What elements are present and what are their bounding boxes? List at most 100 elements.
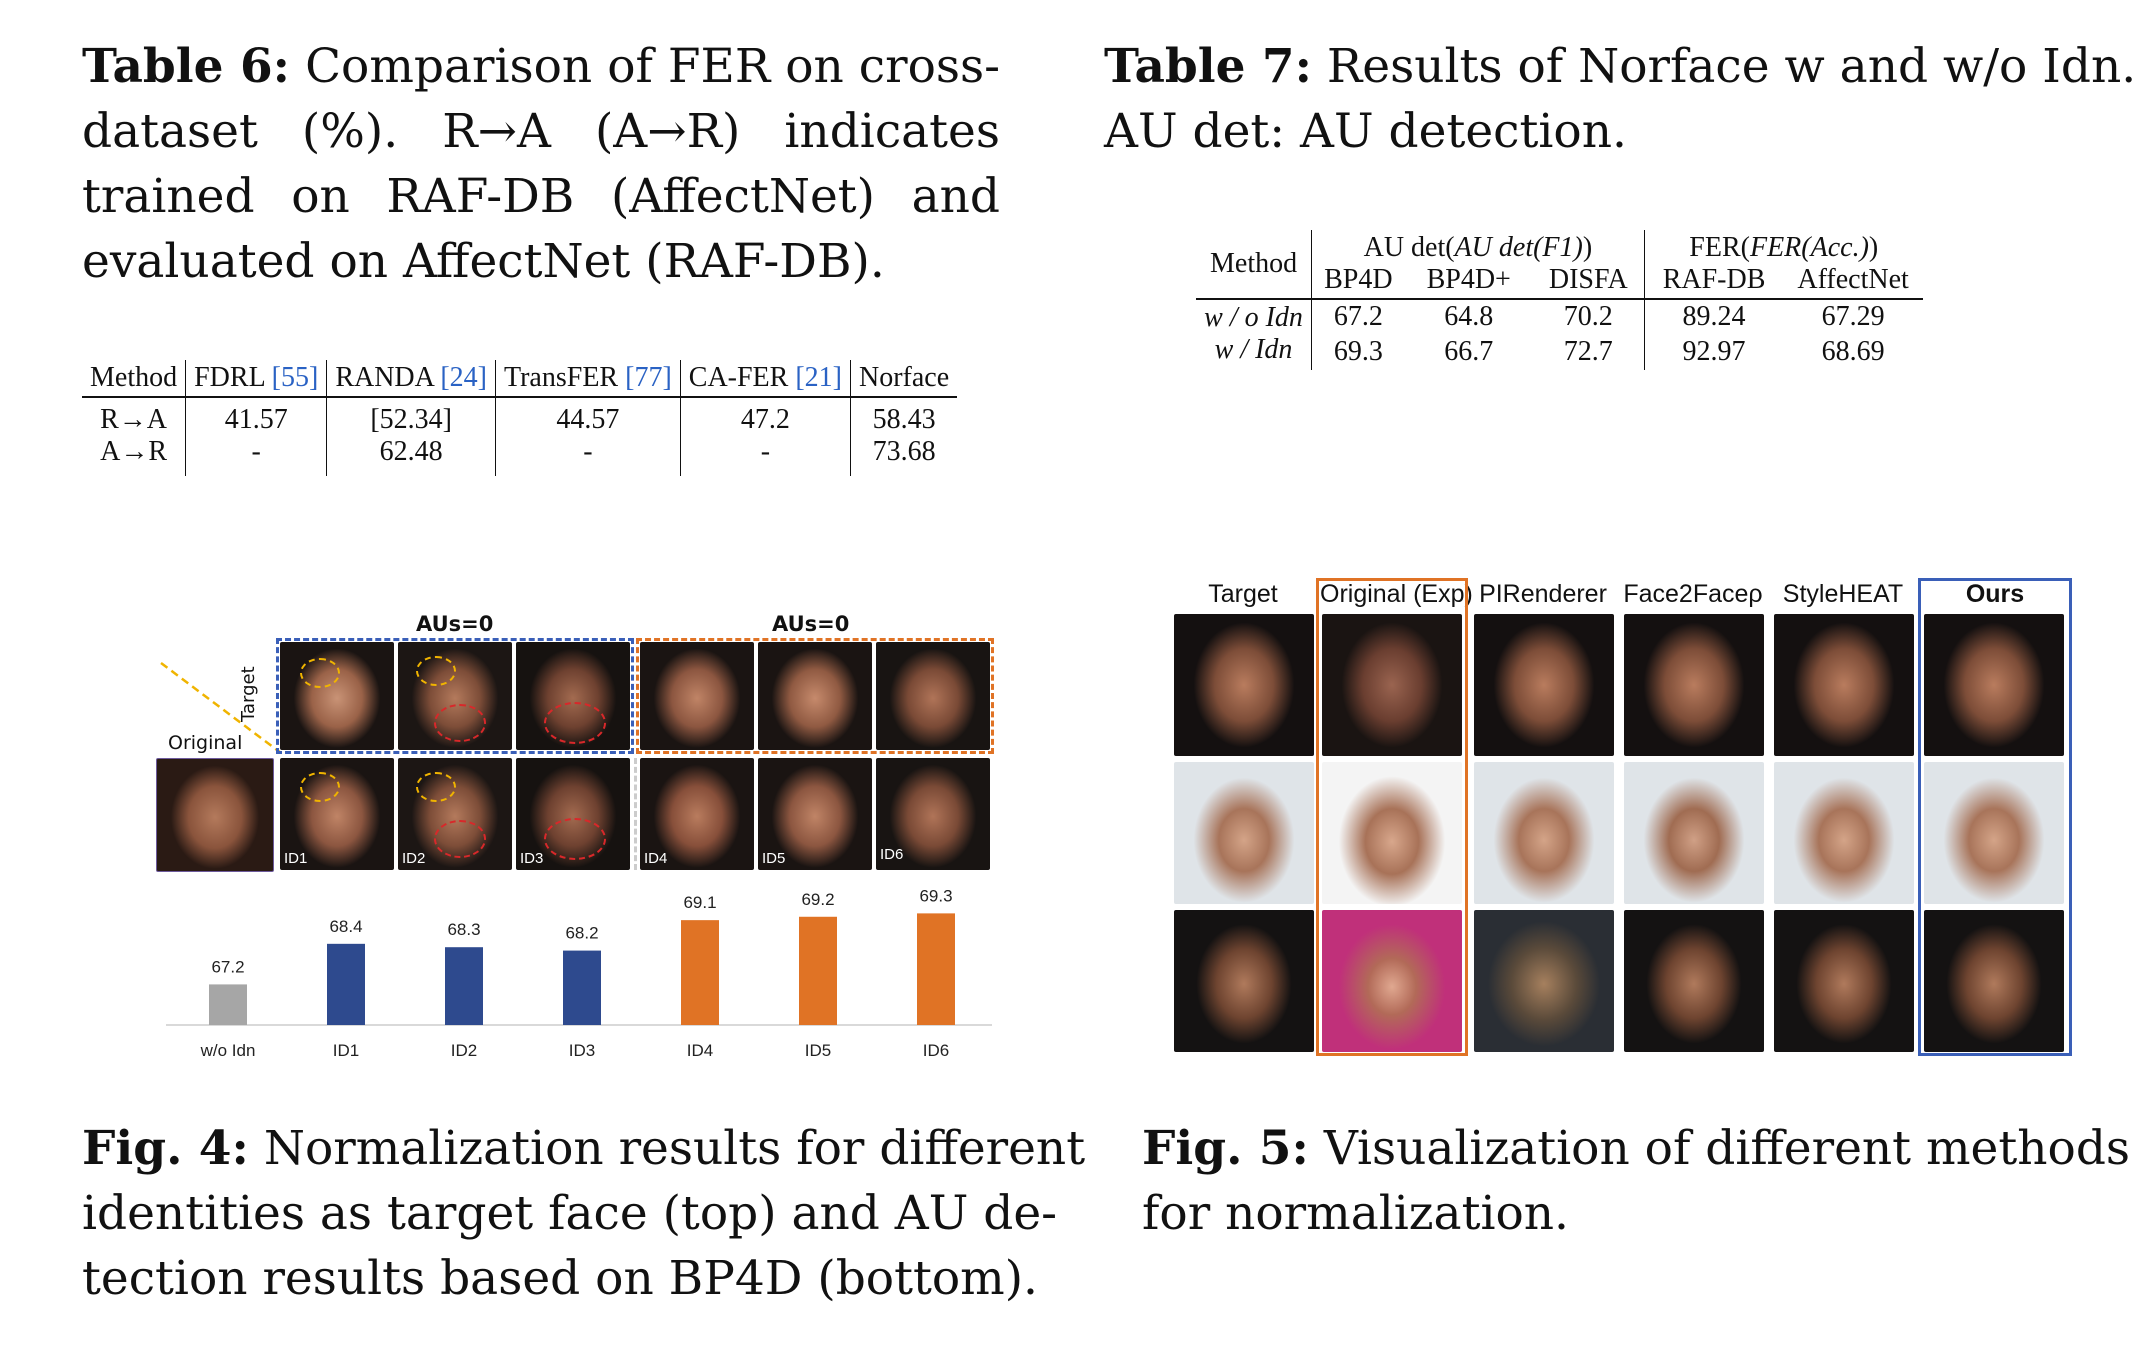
- normalized-face-id4: [640, 758, 754, 870]
- au-mouth-marker: [544, 702, 606, 744]
- au-mouth-marker: [434, 704, 486, 742]
- table7-cell: w / Idn: [1196, 334, 1313, 370]
- fig5-caption-label: Fig. 5:: [1142, 1121, 1309, 1176]
- table6-header: TransFER [77]: [495, 360, 681, 397]
- chart-data-label: 69.2: [801, 890, 834, 909]
- table6-cell: 62.48: [326, 436, 496, 476]
- fig5-column-label: Original (Exp): [1320, 580, 1473, 608]
- table6-caption-line: dataset (%). R→A (A→R) indicates: [82, 104, 1000, 159]
- original-column-box: [1316, 578, 1468, 1056]
- target-face-id6: [876, 642, 990, 750]
- fig5-styleheat-face: [1774, 910, 1914, 1052]
- table7-subheader: BP4D: [1324, 264, 1393, 295]
- fig5-pirenderer-face: [1474, 762, 1614, 904]
- chart-bar: [563, 950, 601, 1025]
- au-eye-marker: [300, 658, 340, 688]
- chart-bar: [681, 920, 719, 1025]
- fig5-caption-line: Visualization of different methods: [1323, 1121, 2131, 1176]
- id-label: ID6: [880, 846, 904, 863]
- chart-bar: [327, 943, 365, 1025]
- table6-header: Method: [82, 360, 187, 397]
- fig5-face2face-face: [1624, 762, 1764, 904]
- table7-group-header: AU det(AU det(F1)): [1311, 230, 1645, 264]
- target-row-orange-box: [636, 638, 994, 754]
- table6-caption-line: trained on RAF-DB (AffectNet) and: [82, 169, 1000, 224]
- target-row-blue-box: [276, 638, 634, 754]
- original-label: Original: [168, 732, 243, 754]
- fig5-original-face: [1322, 762, 1462, 904]
- normalized-face-id6: [876, 758, 990, 870]
- table7-group-header: FER(FER(Acc.)): [1689, 232, 1879, 263]
- fig5-column-label: PIRenderer: [1479, 580, 1607, 608]
- fig5-styleheat-face: [1774, 762, 1914, 904]
- fig5-pirenderer-face: [1474, 614, 1614, 756]
- table7-cell: 72.7: [1532, 334, 1645, 370]
- fig4-caption-label: Fig. 4:: [82, 1121, 249, 1176]
- fig5-face2face-face: [1624, 614, 1764, 756]
- fig5: Target Original (Exp) PIRenderer Face2Fa…: [1170, 578, 2090, 1058]
- fig5-target-face: [1174, 910, 1314, 1052]
- table6-caption-label: Table 6:: [82, 39, 291, 94]
- fig5-column-label: Target: [1208, 580, 1278, 608]
- au-mouth-marker: [544, 818, 606, 860]
- table7: Method AU det(AU det(F1)) FER(FER(Acc.))…: [1196, 230, 1923, 370]
- target-face-id4: [640, 642, 754, 750]
- normalized-face-id1: [280, 758, 394, 870]
- id-label: ID4: [644, 850, 668, 867]
- table7-cell: 64.8: [1444, 301, 1494, 332]
- chart-bar: [445, 947, 483, 1025]
- fig5-target-face: [1174, 614, 1314, 756]
- id-label: ID3: [520, 850, 544, 867]
- table6-cell: A→R: [82, 436, 187, 476]
- fig5-original-face: [1322, 614, 1462, 756]
- au-detection-bar-chart: 67.2 w/o Idn 68.4 ID1 68.3 ID2 68.2 ID3 69.1 ID4 6…: [166, 890, 992, 1060]
- table7-caption-line: Results of Norface w and w/o Idn.: [1326, 39, 2134, 94]
- chart-bar: [209, 984, 247, 1025]
- fig5-original-face: [1322, 910, 1462, 1052]
- fig4-caption-line: Normalization results for different: [263, 1121, 1086, 1176]
- fig5-target-face: [1174, 762, 1314, 904]
- chart-category-label: ID1: [333, 1041, 359, 1060]
- table6-header: CA-FER [21]: [680, 360, 852, 397]
- chart-data-label: 69.1: [683, 893, 716, 912]
- chart-category-label: w/o Idn: [200, 1041, 256, 1060]
- table7-caption-label: Table 7:: [1104, 39, 1312, 94]
- fig4-caption-line: tection results based on BP4D (bottom).: [82, 1251, 1038, 1306]
- au-eye-marker: [300, 772, 340, 802]
- table7-cell: 92.97: [1682, 336, 1746, 367]
- table6-cell: 41.57: [185, 397, 328, 436]
- table6-row: R→A 41.57 [52.34] 44.57 47.2 58.43: [82, 397, 957, 436]
- chart-bar: [917, 913, 955, 1025]
- chart-data-label: 67.2: [211, 957, 244, 976]
- aus-label-left: AUs=0: [416, 612, 494, 636]
- table7-subheader: RAF-DB: [1662, 264, 1766, 295]
- fig5-pirenderer-face: [1474, 910, 1614, 1052]
- table6-cell: -: [185, 436, 328, 476]
- table7-cell: 68.69: [1821, 336, 1885, 367]
- table7-subheader: AffectNet: [1797, 264, 1909, 295]
- target-label: Target: [238, 666, 259, 722]
- table6-caption-line: evaluated on AffectNet (RAF-DB).: [82, 234, 885, 289]
- chart-category-label: ID3: [569, 1041, 595, 1060]
- table7-cell: 66.7: [1444, 336, 1494, 367]
- target-face-id5: [758, 642, 872, 750]
- fig5-column-label: StyleHEAT: [1782, 580, 1904, 608]
- chart-category-label: ID2: [451, 1041, 477, 1060]
- table6-row: A→R - 62.48 - - 73.68: [82, 436, 957, 476]
- table6-cell: -: [680, 436, 852, 476]
- table6-cell: 47.2: [680, 397, 852, 436]
- target-face-id1: [280, 642, 394, 750]
- table7-cell: 89.24: [1682, 301, 1746, 332]
- fig5-styleheat-face: [1774, 614, 1914, 756]
- table7-row: w / o Idn 67.2 64.8 70.2 89.24 67.29: [1196, 299, 1923, 334]
- table6-header: FDRL [55]: [185, 360, 328, 397]
- id-label: ID5: [762, 850, 786, 867]
- fig5-column-label: Face2Faceρ: [1623, 580, 1763, 608]
- table6: Method FDRL [55] RANDA [24] TransFER [77…: [82, 360, 958, 476]
- table6-header: Norface: [859, 362, 950, 393]
- fig5-face2face-face: [1624, 910, 1764, 1052]
- table7-cell: 67.29: [1821, 301, 1885, 332]
- fig5-column-label: Ours: [1965, 580, 2025, 608]
- fig5-ours-face: [1924, 614, 2064, 756]
- table6-caption: Table 6: Comparison of FER on cross- dat…: [82, 34, 1000, 294]
